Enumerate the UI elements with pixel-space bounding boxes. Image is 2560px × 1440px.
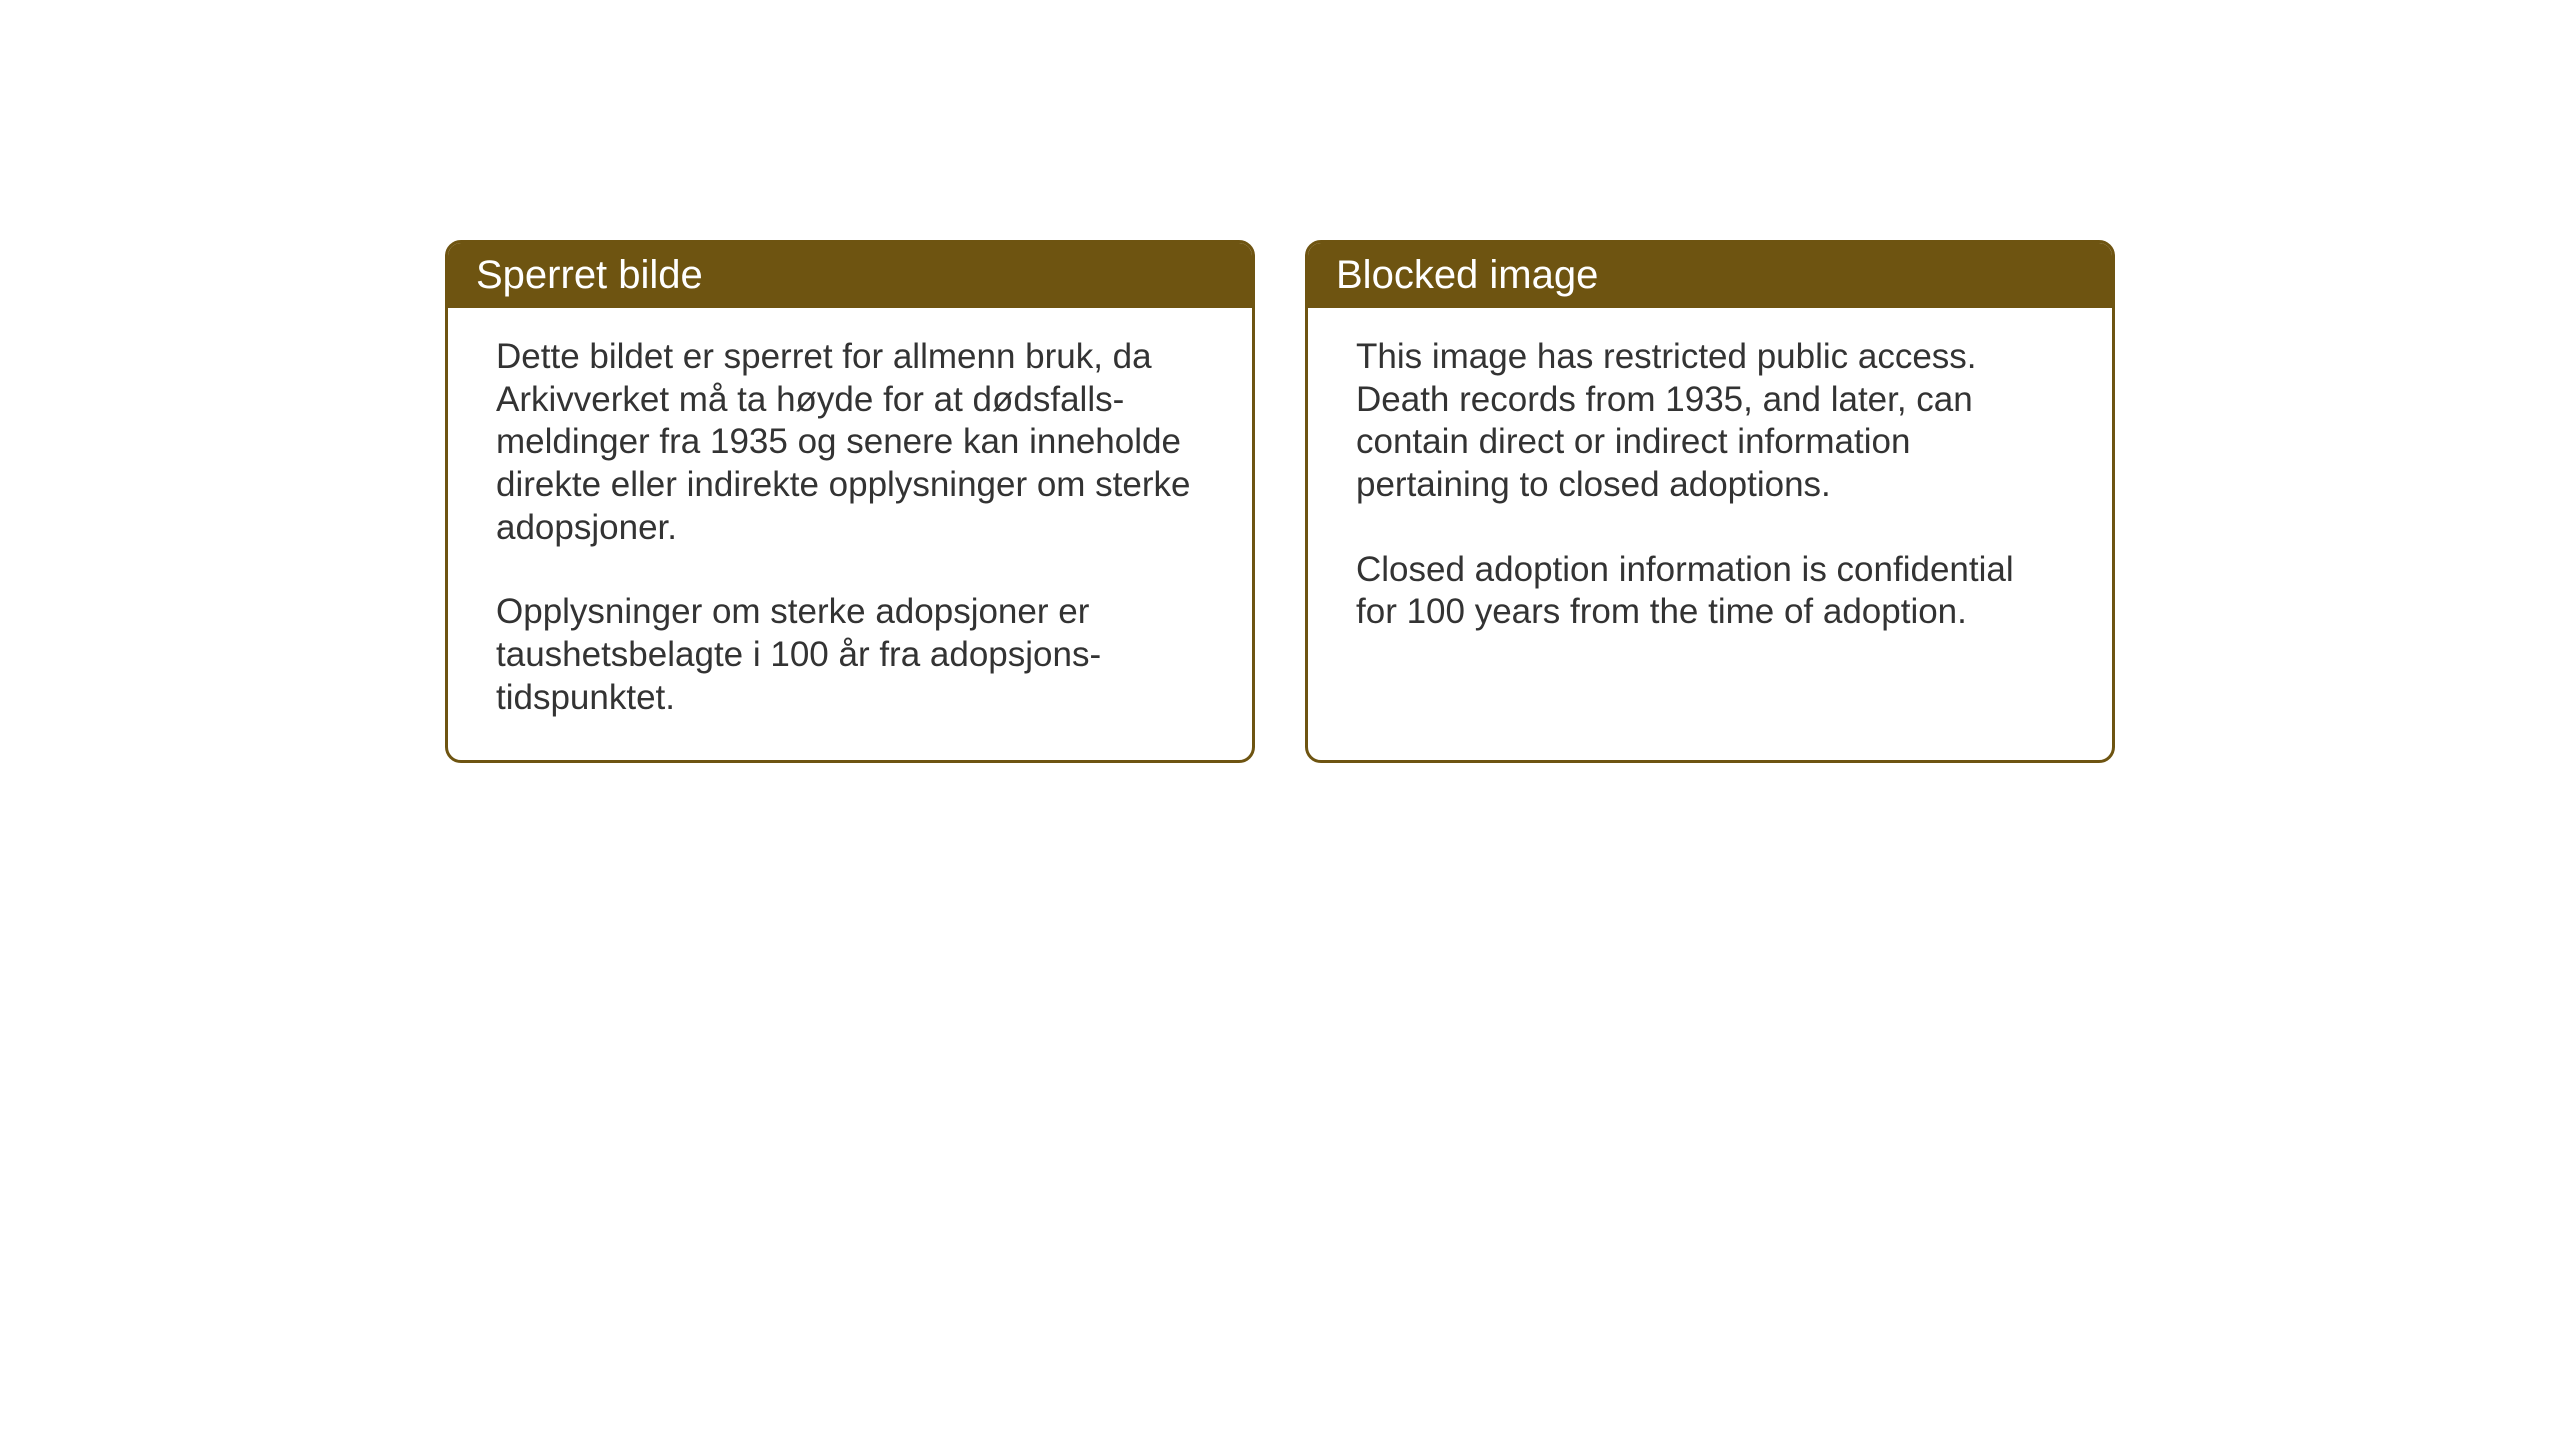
notice-card-norwegian: Sperret bilde Dette bildet er sperret fo…	[445, 240, 1255, 763]
card-title-norwegian: Sperret bilde	[476, 253, 703, 297]
notice-card-english: Blocked image This image has restricted …	[1305, 240, 2115, 763]
card-header-english: Blocked image	[1308, 243, 2112, 308]
paragraph-english-1: This image has restricted public access.…	[1356, 336, 2064, 507]
card-title-english: Blocked image	[1336, 253, 1598, 297]
notice-cards-container: Sperret bilde Dette bildet er sperret fo…	[445, 240, 2115, 763]
paragraph-norwegian-2: Opplysninger om sterke adopsjoner er tau…	[496, 591, 1204, 719]
card-body-norwegian: Dette bildet er sperret for allmenn bruk…	[448, 308, 1252, 760]
paragraph-norwegian-1: Dette bildet er sperret for allmenn bruk…	[496, 336, 1204, 549]
card-header-norwegian: Sperret bilde	[448, 243, 1252, 308]
paragraph-english-2: Closed adoption information is confident…	[1356, 549, 2064, 634]
card-body-english: This image has restricted public access.…	[1308, 308, 2112, 748]
